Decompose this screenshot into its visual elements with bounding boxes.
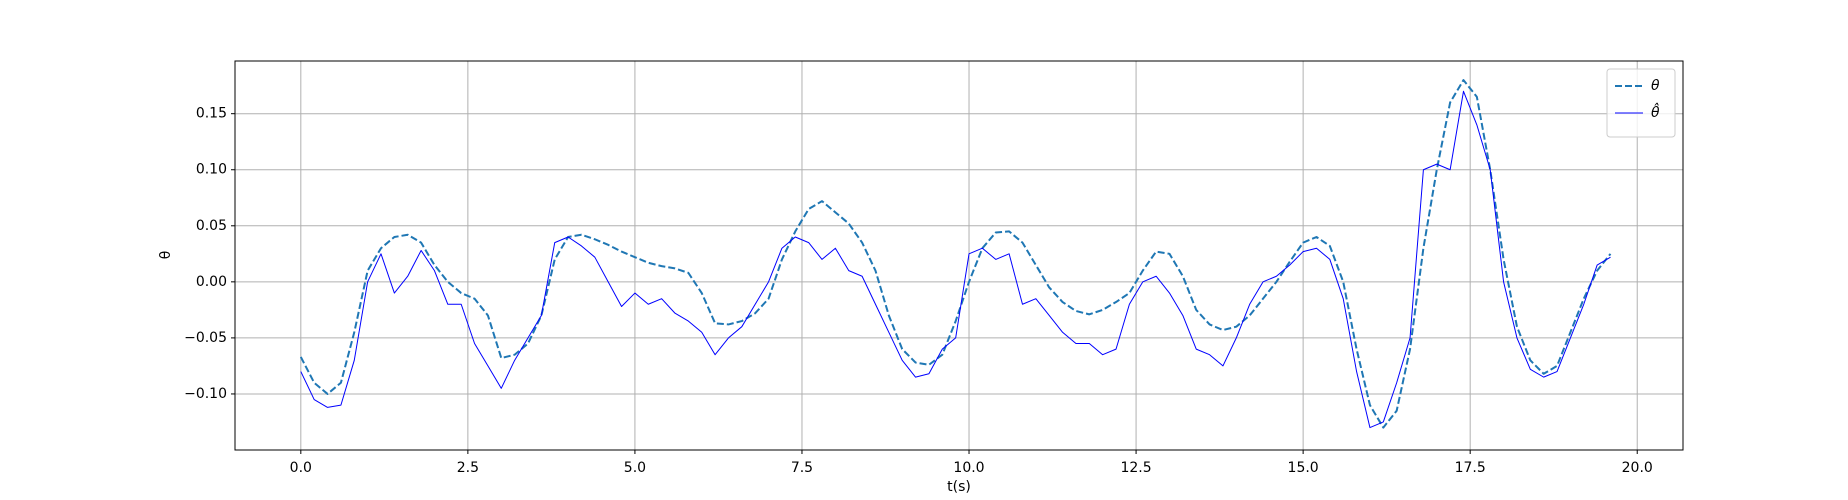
x-tick-label: 5.0: [624, 460, 646, 476]
legend-label: θ: [1651, 78, 1660, 94]
x-tick-label: 12.5: [1120, 460, 1151, 476]
x-tick-label: 17.5: [1455, 460, 1486, 476]
plot-frame: [234, 60, 1684, 451]
y-tick-label: 0.00: [196, 274, 227, 290]
data-line: [300, 90, 1611, 429]
data-line: [299, 79, 1612, 429]
x-tick-label: 2.5: [457, 460, 479, 476]
y-tick-label: −0.05: [184, 330, 227, 346]
x-tick-label: 0.0: [290, 460, 312, 476]
x-tick-label: 7.5: [791, 460, 813, 476]
y-tick-label: 0.10: [196, 162, 227, 178]
x-tick-label: 20.0: [1622, 460, 1653, 476]
x-tick-label: 10.0: [953, 460, 984, 476]
x-axis-label: t(s): [947, 479, 971, 495]
legend-label: θ̂: [1651, 102, 1660, 121]
y-tick-label: 0.05: [196, 218, 227, 234]
y-axis-label: θ: [158, 251, 174, 260]
legend: θ θ̂: [1606, 68, 1676, 138]
x-tick-label: 15.0: [1288, 460, 1319, 476]
legend-box: [1606, 68, 1676, 138]
y-tick-label: 0.15: [196, 106, 227, 122]
y-tick-label: −0.10: [184, 386, 227, 402]
